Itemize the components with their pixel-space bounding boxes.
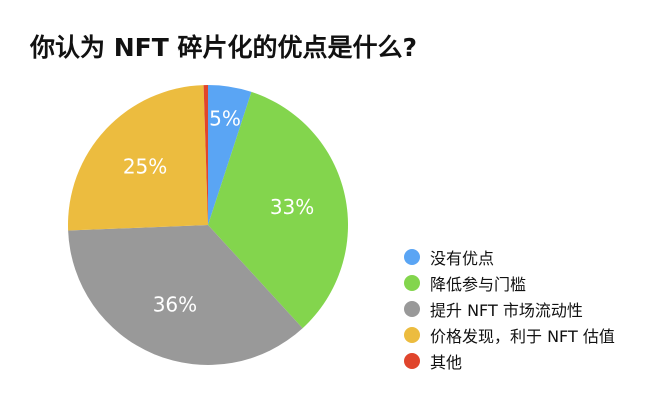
legend-item: 其他 bbox=[404, 348, 615, 374]
chart-title: 你认为 NFT 碎片化的优点是什么? bbox=[30, 33, 417, 62]
legend-item: 没有优点 bbox=[404, 244, 615, 270]
legend-label: 其他 bbox=[430, 353, 463, 372]
pie-slice bbox=[68, 85, 209, 231]
pie-slice bbox=[208, 85, 252, 225]
legend-label: 降低参与门槛 bbox=[430, 275, 527, 294]
slice-label: 25% bbox=[123, 154, 167, 178]
legend-swatch bbox=[404, 327, 420, 343]
legend-label: 价格发现，利于 NFT 估值 bbox=[430, 327, 615, 346]
pie-slice bbox=[208, 91, 349, 329]
slice-label: 33% bbox=[270, 195, 314, 219]
pie-slice bbox=[68, 225, 303, 365]
legend-item: 价格发现，利于 NFT 估值 bbox=[404, 322, 615, 348]
legend-swatch bbox=[404, 249, 420, 265]
legend-label: 没有优点 bbox=[430, 249, 495, 268]
chart-legend: 没有优点 降低参与门槛 提升 NFT 市场流动性 价格发现，利于 NFT 估值 … bbox=[404, 244, 615, 374]
legend-item: 降低参与门槛 bbox=[404, 270, 615, 296]
legend-swatch bbox=[404, 275, 420, 291]
legend-item: 提升 NFT 市场流动性 bbox=[404, 296, 615, 322]
slice-label: 36% bbox=[153, 292, 197, 316]
pie-slice bbox=[203, 85, 208, 225]
legend-swatch bbox=[404, 301, 420, 317]
legend-swatch bbox=[404, 353, 420, 369]
slice-label: 5% bbox=[209, 106, 241, 130]
legend-label: 提升 NFT 市场流动性 bbox=[430, 301, 583, 320]
